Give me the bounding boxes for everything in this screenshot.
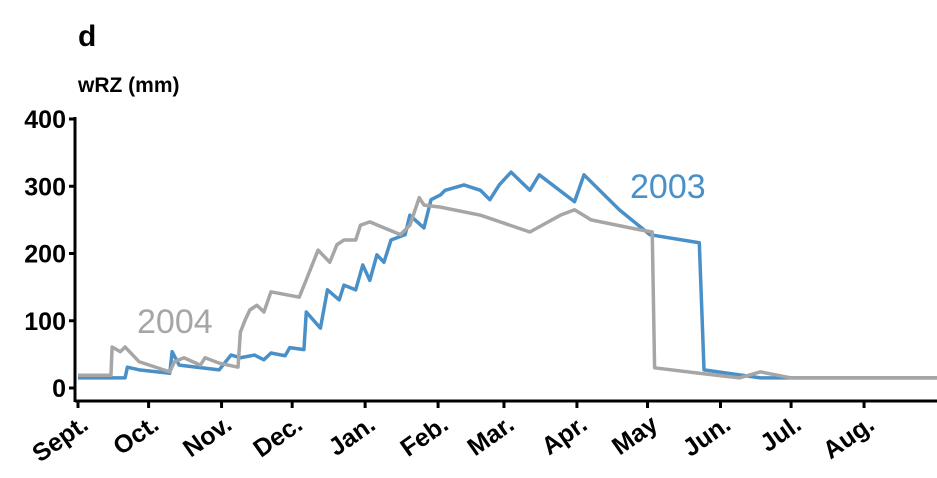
y-tick-label: 300 [24,173,66,201]
x-tick-label: May [607,410,663,461]
x-tick-label: Jun. [678,410,736,462]
series-label: 2004 [137,303,213,341]
x-tick-label: Feb. [395,410,453,462]
y-axis-label: wRZ (mm) [77,74,180,97]
x-tick-label: Sept. [27,410,93,468]
x-tick-label: Nov. [178,410,237,463]
x-tick-label: Jan. [324,410,381,462]
x-tick-label: Dec. [248,410,307,463]
series-label: 2003 [630,168,706,206]
x-tick-label: Mar. [462,410,519,462]
y-tick-label: 200 [24,241,66,269]
series-line [78,195,937,380]
y-tick-label: 100 [24,308,66,336]
y-tick-label: 0 [52,375,66,403]
x-tick-label: Apr. [536,410,592,461]
x-tick-label: Jul. [755,410,806,458]
x-tick-label: Aug. [818,410,880,465]
y-tick-label: 400 [24,106,66,134]
chart-title: d [78,20,96,53]
series-line [78,170,937,380]
x-tick-label: Oct. [108,410,164,461]
